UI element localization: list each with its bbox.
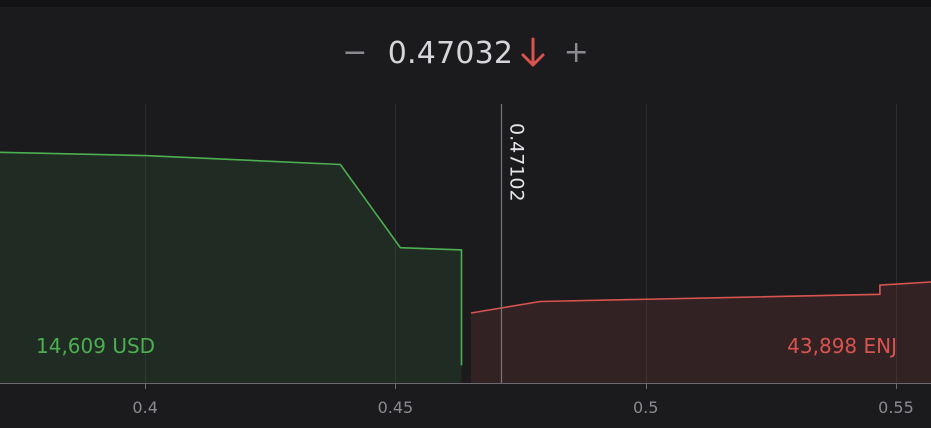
price-toolbar: − 0.47032 + bbox=[0, 25, 931, 81]
zoom-out-button[interactable]: − bbox=[342, 35, 368, 70]
depth-areas bbox=[0, 104, 931, 383]
x-tick-label-1: 0.45 bbox=[378, 398, 414, 417]
panel-top-border bbox=[0, 0, 931, 7]
x-axis: 0.4 0.45 0.5 0.55 bbox=[0, 383, 931, 417]
x-tick-label-3: 0.55 bbox=[878, 398, 914, 417]
mid-price-label: 0.47102 bbox=[506, 123, 528, 202]
down-arrow-icon bbox=[521, 37, 545, 67]
ask-depth-area bbox=[471, 282, 931, 383]
x-tick-label-2: 0.5 bbox=[633, 398, 658, 417]
bid-depth-line bbox=[0, 151, 463, 366]
x-tick-label-0: 0.4 bbox=[132, 398, 157, 417]
grid-lines bbox=[145, 104, 897, 383]
bid-total-label: 14,609 USD bbox=[36, 334, 155, 358]
zoom-in-button[interactable]: + bbox=[563, 35, 589, 70]
depth-labels: 14,609 USD 43,898 ENJ 0.47102 bbox=[36, 123, 897, 358]
bid-depth-area bbox=[0, 152, 462, 383]
ask-total-label: 43,898 ENJ bbox=[787, 334, 897, 358]
current-price: 0.47032 bbox=[387, 35, 514, 71]
